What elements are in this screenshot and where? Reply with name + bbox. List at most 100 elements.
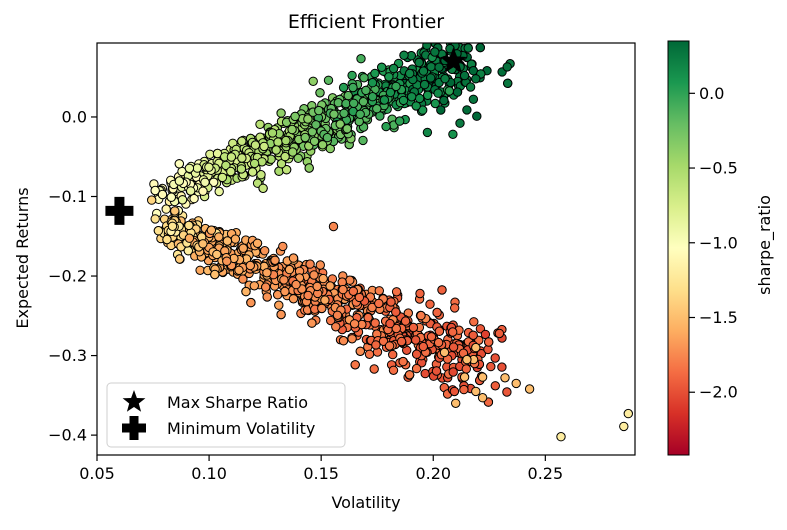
scatter-point [309, 270, 319, 280]
scatter-point [293, 153, 303, 164]
scatter-point [465, 27, 473, 35]
scatter-point [418, 105, 428, 115]
scatter-point [437, 285, 447, 295]
x-tick-label: 0.20 [415, 464, 451, 483]
scatter-point [426, 73, 436, 83]
scatter-point [468, 330, 478, 340]
scatter-point [461, 364, 471, 374]
scatter-point [364, 349, 375, 359]
scatter-point [494, 328, 505, 339]
scatter-point [256, 170, 266, 180]
scatter-point [332, 310, 343, 320]
scatter-point [281, 135, 291, 146]
scatter-point [342, 124, 352, 134]
scatter-point [486, 361, 496, 372]
scatter-point [183, 246, 194, 256]
scatter-point [250, 140, 261, 150]
scatter-point [320, 295, 330, 305]
scatter-point [259, 141, 269, 152]
scatter-point [358, 97, 369, 107]
scatter-point [271, 145, 281, 155]
scatter-point [449, 386, 460, 397]
scatter-point [290, 111, 300, 122]
scatter-point [524, 384, 535, 394]
scatter-point [338, 82, 349, 93]
scatter-point [258, 183, 268, 194]
scatter-point [459, 70, 470, 81]
scatter-point [455, 118, 465, 128]
scatter-points [147, 24, 633, 442]
scatter-point [484, 24, 492, 32]
scatter-point [386, 297, 396, 307]
scatter-point [315, 88, 325, 98]
scatter-point [166, 192, 177, 202]
min-volatility-marker [105, 196, 134, 225]
scatter-point [430, 98, 440, 109]
scatter-point [465, 82, 476, 92]
scatter-point [174, 159, 185, 169]
scatter-point [369, 364, 379, 374]
scatter-point [433, 32, 441, 40]
scatter-point [335, 119, 345, 129]
scatter-point [184, 163, 195, 174]
scatter-point [303, 114, 313, 124]
scatter-point [276, 108, 286, 118]
scatter-point [377, 62, 387, 73]
scatter-point [206, 225, 217, 235]
scatter-point [236, 164, 247, 174]
scatter-point [328, 221, 339, 232]
scatter-point [279, 275, 289, 285]
scatter-point [475, 43, 485, 53]
scatter-point [497, 362, 507, 372]
scatter-point [480, 329, 491, 340]
scatter-point [226, 152, 237, 162]
scatter-point [436, 105, 446, 115]
scatter-point [348, 286, 358, 296]
scatter-point [186, 186, 196, 196]
scatter-point [246, 297, 256, 308]
scatter-point [439, 95, 449, 106]
scatter-point [370, 68, 380, 79]
scatter-point [396, 336, 407, 347]
scatter-point [331, 322, 341, 332]
scatter-point [204, 162, 214, 172]
scatter-point [162, 234, 172, 245]
scatter-point [262, 268, 272, 278]
scatter-point [422, 43, 432, 50]
scatter-point [391, 81, 401, 92]
scatter-point [503, 78, 513, 89]
legend-plus-icon [122, 416, 146, 440]
scatter-point [448, 367, 458, 377]
scatter-point [288, 147, 298, 157]
scatter-point [318, 273, 328, 284]
scatter-point [391, 323, 401, 334]
legend: Max Sharpe Ratio Minimum Volatility [106, 382, 346, 448]
colorbar-label: sharpe_ratio [755, 195, 775, 295]
scatter-point [170, 206, 180, 216]
scatter-point [217, 172, 228, 183]
legend-label-min-volatility: Minimum Volatility [167, 419, 315, 438]
scatter-point [167, 221, 178, 232]
scatter-point [623, 408, 633, 419]
scatter-point [440, 74, 450, 84]
scatter-point [432, 307, 442, 318]
scatter-point [314, 105, 324, 116]
scatter-point [431, 366, 442, 376]
scatter-point [430, 47, 440, 57]
scatter-point [150, 185, 160, 196]
y-tick-label: −0.3 [48, 346, 87, 365]
scatter-point [457, 30, 465, 38]
scatter-point [192, 163, 203, 173]
scatter-point [281, 165, 292, 175]
scatter-point [237, 153, 247, 163]
scatter-point [462, 105, 472, 115]
colorbar [667, 40, 690, 456]
colorbar-tick-label: −1.0 [699, 233, 738, 252]
scatter-point [418, 66, 429, 76]
scatter-point [274, 300, 284, 310]
scatter-point [222, 256, 232, 266]
scatter-point [405, 68, 415, 79]
scatter-point [439, 347, 450, 358]
scatter-point [300, 132, 310, 143]
